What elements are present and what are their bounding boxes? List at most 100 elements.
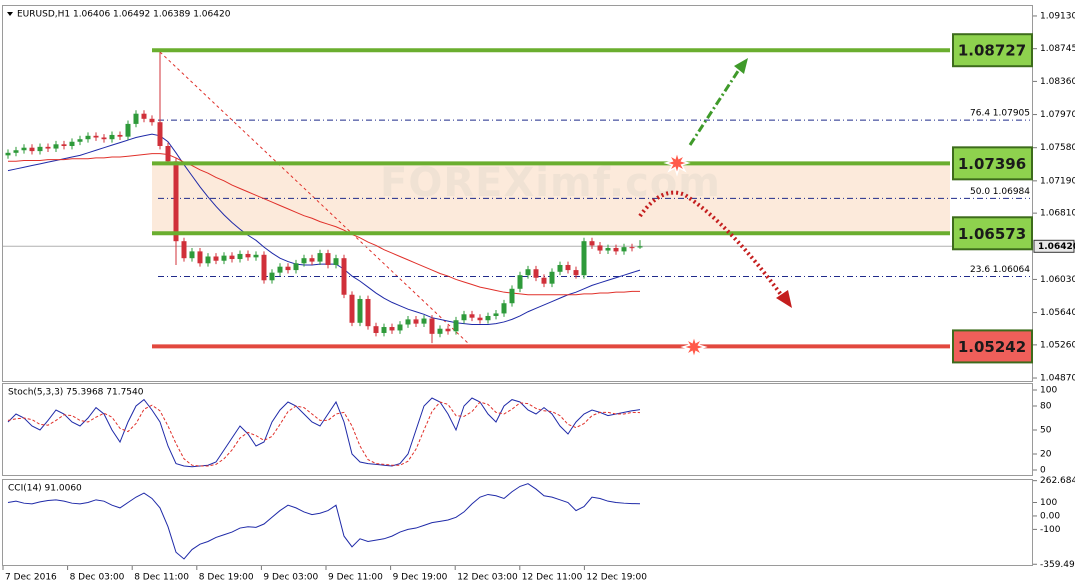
cci-panel [2,479,1033,566]
bull-arrow-head [734,58,748,74]
candle-body [533,269,539,278]
candle-body [421,318,427,324]
fib-value: 1.06984 [993,187,1030,197]
candle-body [141,113,147,119]
candle-body [405,319,411,325]
y-tick-label: 1.05640 [1040,308,1075,318]
candle-body [317,253,323,262]
y-tick-label: 1.06030 [1040,275,1075,285]
candle-body [77,139,83,142]
candle-body [325,253,331,265]
candle-body [429,318,435,334]
y-tick-label: 1.06810 [1040,209,1075,219]
indicator-line [7,483,641,560]
y-tick-label: 0.00 [1040,511,1060,521]
candle-body [437,328,443,334]
candle-body [469,314,475,318]
x-tick-label: 8 Dec 03:00 [70,573,125,583]
candle-body [381,327,387,333]
level-box [952,329,1033,364]
y-tick-label: 50 [1040,426,1052,436]
fib-value: 1.07905 [993,109,1030,119]
candle-body [29,147,35,152]
main-panel [2,5,1033,382]
candle-body [125,123,131,137]
candle-body [245,253,251,258]
candle-body [133,113,139,124]
candle-body [269,272,275,281]
level-label: 1.06573 [958,225,1026,243]
candle-body [549,271,555,284]
candle-body [61,144,67,146]
y-tick-label: 1.09130 [1040,11,1075,21]
candle-body [117,134,123,137]
candle-body [261,254,267,281]
y-tick-label: 20 [1040,450,1052,460]
stoch-title: Stoch(5,3,3) 75.3968 71.7540 [8,388,144,398]
level-box [952,146,1033,181]
candle-body [157,122,163,146]
current-price-label: 1.06420 [1038,242,1075,252]
candle-body [365,298,371,327]
current-price-box [1033,239,1075,253]
candle-body [597,245,603,251]
candle-body [349,294,355,323]
candle-body [253,254,259,258]
bear-arrow-head [776,290,792,308]
level-label: 1.08727 [958,42,1026,60]
x-tick-label: 9 Dec 03:00 [263,573,318,583]
y-tick-label: 100 [1040,498,1057,508]
candle-body [581,241,587,276]
watermark: FOREXimf.com [380,160,721,206]
candle-body [445,328,451,332]
candle-body [589,241,595,246]
candle-body [501,303,507,314]
candle-body [333,258,339,265]
fib-trend-line [159,51,471,346]
candle-body [109,134,115,140]
candle-body [557,264,563,272]
candle-body [621,247,627,252]
candle-body [301,258,307,264]
level-label: 1.05242 [958,338,1026,356]
x-tick-label: 9 Dec 11:00 [328,573,383,583]
fib-value: 1.06064 [993,265,1030,275]
fib-ratio: 23.6 [970,265,990,275]
candle-body [85,135,91,140]
cci-title: CCI(14) 91.0060 [8,484,82,494]
candle-body [525,269,531,276]
candle-body [397,324,403,331]
x-tick-label: 7 Dec 2016 [5,573,57,583]
y-tick-label: 1.08745 [1040,44,1075,54]
candle-body [493,313,499,316]
candle-body [373,326,379,333]
candle-body [173,161,179,242]
candle-body [93,135,99,138]
candle-body [165,146,171,162]
x-tick-label: 12 Dec 11:00 [522,573,583,583]
candle-body [389,327,395,331]
y-tick-label: 1.07190 [1040,176,1075,186]
candle-body [5,152,11,156]
level-label: 1.07396 [958,155,1026,173]
y-tick-label: 80 [1040,402,1052,412]
candle-body [21,147,27,151]
y-tick-label: 1.07970 [1040,110,1075,120]
candle-body [285,266,291,271]
candle-body [189,251,195,259]
x-tick-label: 12 Dec 19:00 [586,573,647,583]
candle-body [13,150,19,153]
star-marker [663,149,691,177]
candle-body [237,253,243,260]
y-tick-label: 100 [1040,386,1057,396]
candle-body [509,288,515,304]
candle-body [229,255,235,260]
x-tick-label: 9 Dec 19:00 [393,573,448,583]
candle-body [517,275,523,289]
candle-body [541,277,547,284]
chart-title: EURUSD,H1 1.06406 1.06492 1.06389 1.0642… [17,10,231,20]
y-tick-label: 0 [1040,466,1046,476]
candle-body [309,258,315,262]
